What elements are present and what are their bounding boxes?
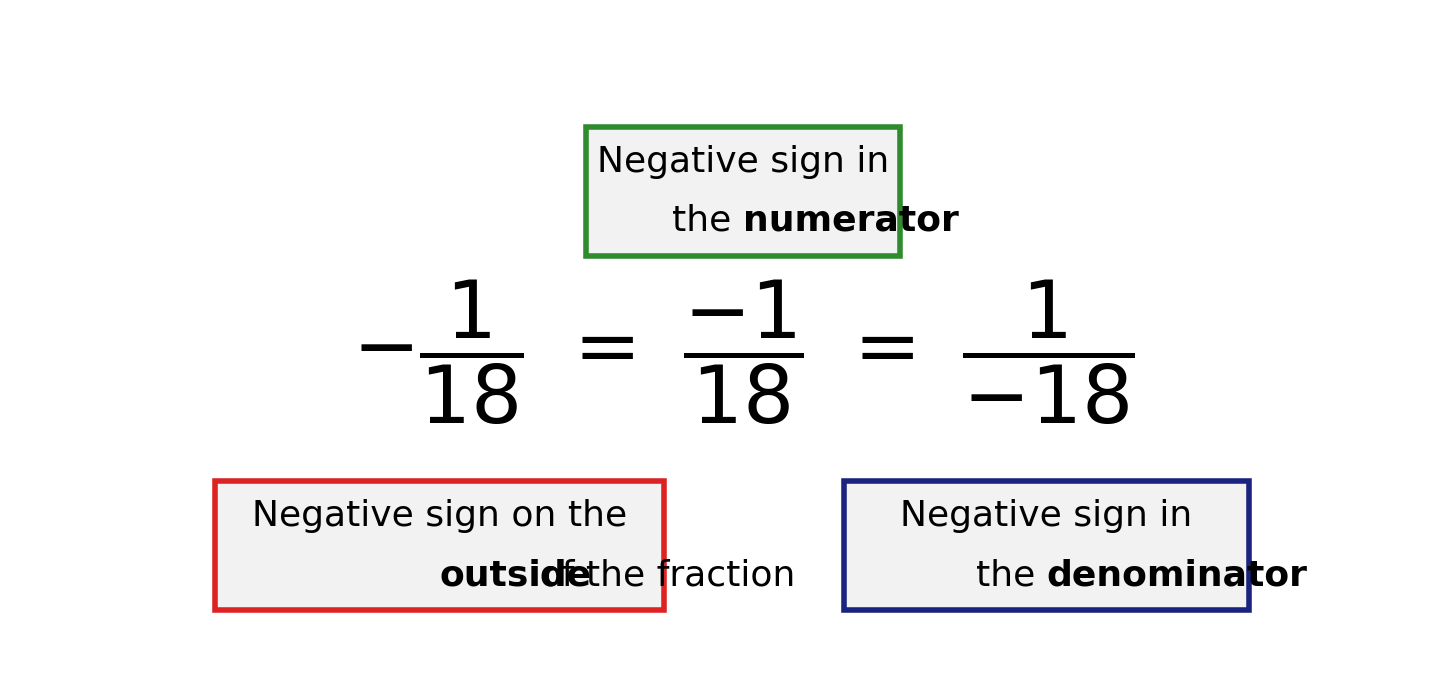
Text: $-\dfrac{1}{18}\ =\ \dfrac{-1}{18}\ =\ \dfrac{1}{-18}$: $-\dfrac{1}{18}\ =\ \dfrac{-1}{18}\ =\ \…: [352, 278, 1134, 427]
Text: Negative sign in: Negative sign in: [597, 144, 889, 179]
Text: outside: outside: [439, 558, 592, 593]
FancyBboxPatch shape: [215, 482, 664, 611]
Text: the: the: [976, 558, 1047, 593]
FancyBboxPatch shape: [586, 127, 900, 255]
Text: denominator: denominator: [1047, 558, 1308, 593]
Text: Negative sign on the: Negative sign on the: [252, 499, 628, 533]
Text: numerator: numerator: [742, 204, 958, 238]
Text: Negative sign in: Negative sign in: [900, 499, 1193, 533]
Text: of the fraction: of the fraction: [528, 558, 795, 593]
Text: the: the: [673, 204, 742, 238]
FancyBboxPatch shape: [844, 482, 1248, 611]
